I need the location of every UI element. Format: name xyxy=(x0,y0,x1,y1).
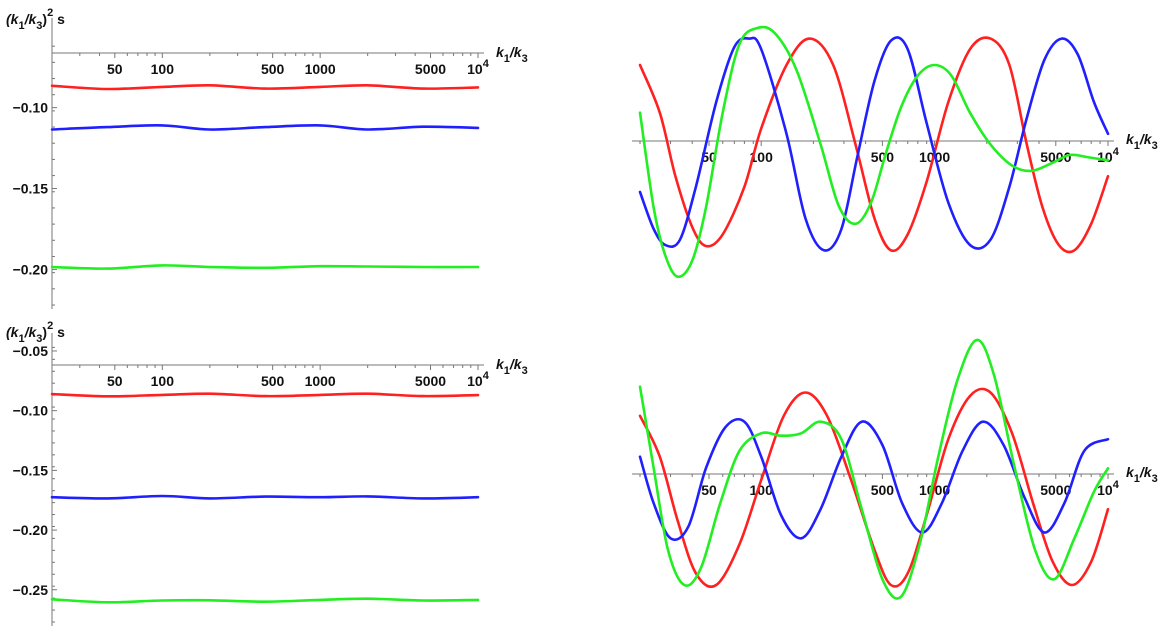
x-tick-label: 5000 xyxy=(1040,482,1071,498)
x-tick-label: 50 xyxy=(107,373,123,389)
series-line-red xyxy=(50,83,480,91)
y-tick-label: −0.20 xyxy=(13,522,49,538)
series-line-green xyxy=(638,25,1110,279)
series-line-blue xyxy=(50,124,480,131)
y-tick-label: −0.15 xyxy=(13,462,49,478)
series-line-red xyxy=(638,387,1110,589)
chart-panel-bottom-left: 50 100 500 1000 5000 104 −0.05 −0.10 −0.15 −0.20 −… xyxy=(6,320,528,626)
y-tick-label: −0.10 xyxy=(13,403,49,419)
x-tick-label: 500 xyxy=(261,61,285,77)
x-tick-label: 1000 xyxy=(305,61,336,77)
x-tick-label: 104 xyxy=(1097,146,1120,165)
series-line-green xyxy=(50,597,480,604)
y-tick-label: −0.10 xyxy=(13,100,49,116)
x-tick-label: 5000 xyxy=(415,373,446,389)
series-line-blue xyxy=(638,418,1110,542)
x-tick-label: 1000 xyxy=(305,373,336,389)
x-tick-label: 500 xyxy=(871,482,895,498)
x-tick-label: 500 xyxy=(871,149,895,165)
y-tick-label: −0.15 xyxy=(13,181,49,197)
y-tick-label: −0.25 xyxy=(13,582,49,598)
x-tick-label: 104 xyxy=(467,58,490,77)
series-line-blue xyxy=(638,36,1110,252)
x-tick-label: 100 xyxy=(151,61,175,77)
x-axis-label: k1/k3 xyxy=(496,356,528,377)
x-tick-label: 100 xyxy=(151,373,175,389)
series-line-green xyxy=(50,264,480,270)
x-axis-label: k1/k3 xyxy=(1126,131,1158,152)
chart-panel-top-left: 50 100 500 1000 5000 104 −0.10 −0.15 −0.20 k1/k3 (… xyxy=(6,7,528,309)
x-tick-label: 100 xyxy=(750,149,774,165)
x-tick-label: 104 xyxy=(1097,479,1120,498)
x-tick-label: 50 xyxy=(107,61,123,77)
y-tick-label: −0.05 xyxy=(13,343,49,359)
series-line-blue xyxy=(50,494,480,500)
x-tick-label: 50 xyxy=(701,482,717,498)
x-axis-label: k1/k3 xyxy=(496,44,528,65)
series-line-green xyxy=(638,338,1110,600)
series-line-red xyxy=(50,392,480,398)
x-tick-label: 104 xyxy=(467,370,490,389)
x-tick-label: 500 xyxy=(261,373,285,389)
y-tick-label: −0.20 xyxy=(13,261,49,277)
series-line-red xyxy=(638,36,1110,254)
y-axis-label: (k1/k3)2 s xyxy=(6,320,65,345)
x-tick-label: 5000 xyxy=(1040,149,1071,165)
y-axis-label: (k1/k3)2 s xyxy=(6,7,65,32)
x-axis-label: k1/k3 xyxy=(1126,464,1158,485)
x-tick-label: 5000 xyxy=(415,61,446,77)
